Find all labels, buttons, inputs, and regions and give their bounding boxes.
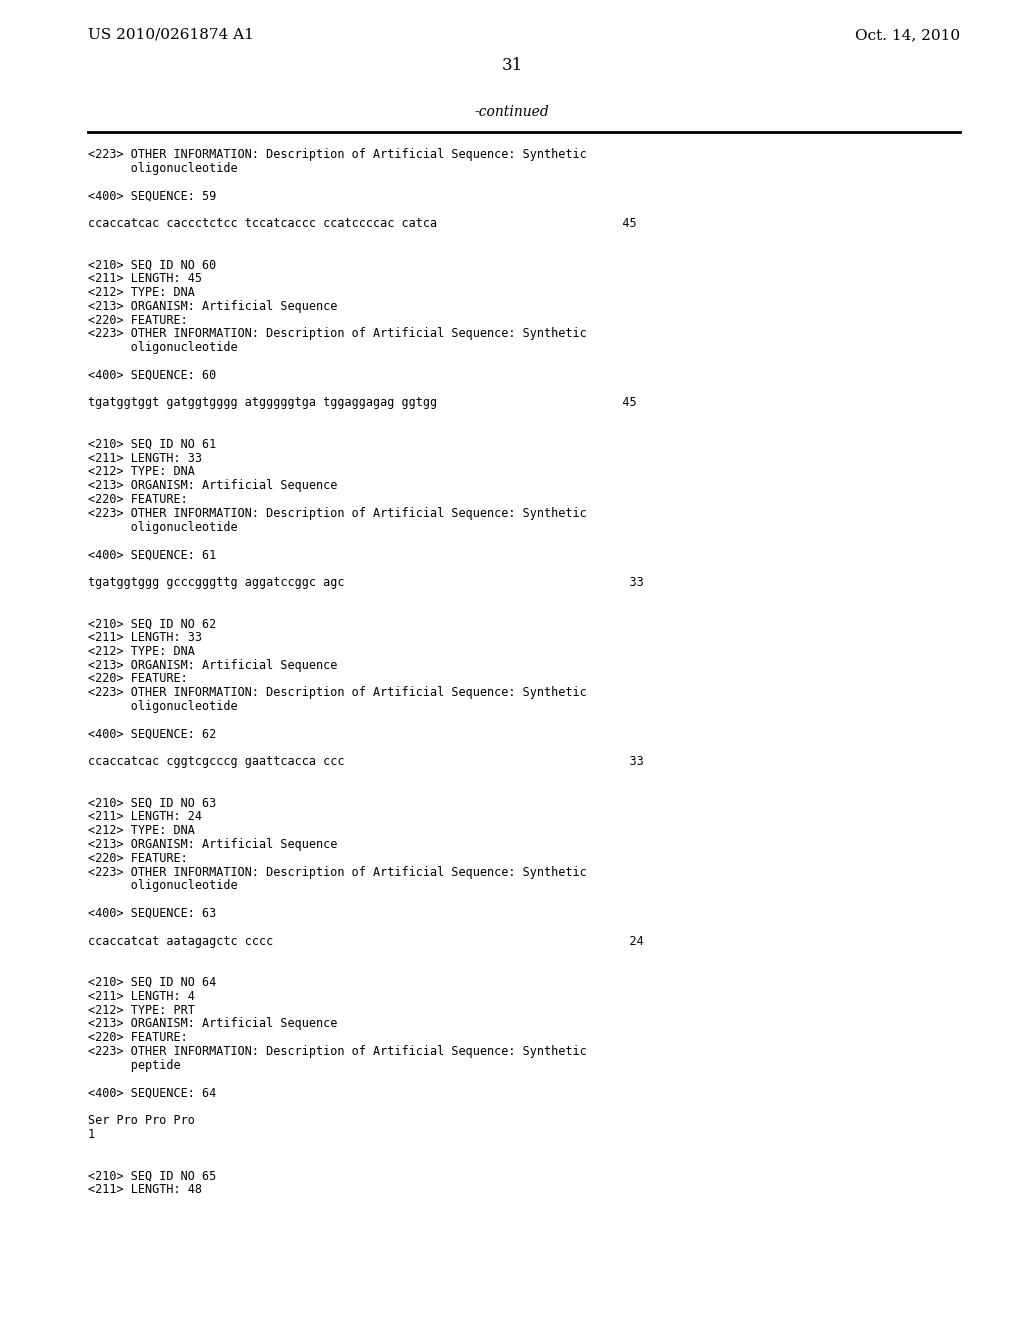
Text: <220> FEATURE:: <220> FEATURE: bbox=[88, 314, 187, 326]
Text: <210> SEQ ID NO 64: <210> SEQ ID NO 64 bbox=[88, 975, 216, 989]
Text: <223> OTHER INFORMATION: Description of Artificial Sequence: Synthetic: <223> OTHER INFORMATION: Description of … bbox=[88, 686, 587, 700]
Text: <220> FEATURE:: <220> FEATURE: bbox=[88, 851, 187, 865]
Text: <400> SEQUENCE: 60: <400> SEQUENCE: 60 bbox=[88, 368, 216, 381]
Text: <400> SEQUENCE: 59: <400> SEQUENCE: 59 bbox=[88, 189, 216, 202]
Text: peptide: peptide bbox=[88, 1059, 180, 1072]
Text: <212> TYPE: DNA: <212> TYPE: DNA bbox=[88, 466, 195, 478]
Text: <211> LENGTH: 48: <211> LENGTH: 48 bbox=[88, 1183, 202, 1196]
Text: <223> OTHER INFORMATION: Description of Artificial Sequence: Synthetic: <223> OTHER INFORMATION: Description of … bbox=[88, 866, 587, 879]
Text: oligonucleotide: oligonucleotide bbox=[88, 341, 238, 354]
Text: US 2010/0261874 A1: US 2010/0261874 A1 bbox=[88, 28, 254, 42]
Text: <212> TYPE: PRT: <212> TYPE: PRT bbox=[88, 1003, 195, 1016]
Text: <213> ORGANISM: Artificial Sequence: <213> ORGANISM: Artificial Sequence bbox=[88, 479, 337, 492]
Text: <212> TYPE: DNA: <212> TYPE: DNA bbox=[88, 824, 195, 837]
Text: <213> ORGANISM: Artificial Sequence: <213> ORGANISM: Artificial Sequence bbox=[88, 300, 337, 313]
Text: Oct. 14, 2010: Oct. 14, 2010 bbox=[855, 28, 961, 42]
Text: <220> FEATURE:: <220> FEATURE: bbox=[88, 1031, 187, 1044]
Text: <400> SEQUENCE: 63: <400> SEQUENCE: 63 bbox=[88, 907, 216, 920]
Text: <210> SEQ ID NO 62: <210> SEQ ID NO 62 bbox=[88, 618, 216, 630]
Text: <211> LENGTH: 33: <211> LENGTH: 33 bbox=[88, 451, 202, 465]
Text: <223> OTHER INFORMATION: Description of Artificial Sequence: Synthetic: <223> OTHER INFORMATION: Description of … bbox=[88, 507, 587, 520]
Text: <210> SEQ ID NO 61: <210> SEQ ID NO 61 bbox=[88, 438, 216, 451]
Text: oligonucleotide: oligonucleotide bbox=[88, 520, 238, 533]
Text: 31: 31 bbox=[502, 57, 522, 74]
Text: <212> TYPE: DNA: <212> TYPE: DNA bbox=[88, 286, 195, 300]
Text: <211> LENGTH: 45: <211> LENGTH: 45 bbox=[88, 272, 202, 285]
Text: <210> SEQ ID NO 60: <210> SEQ ID NO 60 bbox=[88, 259, 216, 272]
Text: <213> ORGANISM: Artificial Sequence: <213> ORGANISM: Artificial Sequence bbox=[88, 838, 337, 851]
Text: <220> FEATURE:: <220> FEATURE: bbox=[88, 672, 187, 685]
Text: ccaccatcac caccctctcc tccatcaccc ccatccccac catca                          45: ccaccatcac caccctctcc tccatcaccc ccatccc… bbox=[88, 216, 637, 230]
Text: <210> SEQ ID NO 63: <210> SEQ ID NO 63 bbox=[88, 796, 216, 809]
Text: tgatggtggg gcccgggttg aggatccggc agc                                        33: tgatggtggg gcccgggttg aggatccggc agc 33 bbox=[88, 576, 644, 589]
Text: <220> FEATURE:: <220> FEATURE: bbox=[88, 492, 187, 506]
Text: <223> OTHER INFORMATION: Description of Artificial Sequence: Synthetic: <223> OTHER INFORMATION: Description of … bbox=[88, 327, 587, 341]
Text: oligonucleotide: oligonucleotide bbox=[88, 162, 238, 174]
Text: <210> SEQ ID NO 65: <210> SEQ ID NO 65 bbox=[88, 1170, 216, 1183]
Text: <223> OTHER INFORMATION: Description of Artificial Sequence: Synthetic: <223> OTHER INFORMATION: Description of … bbox=[88, 1045, 587, 1059]
Text: ccaccatcat aatagagctc cccc                                                  24: ccaccatcat aatagagctc cccc 24 bbox=[88, 935, 644, 948]
Text: <213> ORGANISM: Artificial Sequence: <213> ORGANISM: Artificial Sequence bbox=[88, 659, 337, 672]
Text: <211> LENGTH: 24: <211> LENGTH: 24 bbox=[88, 810, 202, 824]
Text: <212> TYPE: DNA: <212> TYPE: DNA bbox=[88, 644, 195, 657]
Text: <211> LENGTH: 33: <211> LENGTH: 33 bbox=[88, 631, 202, 644]
Text: <400> SEQUENCE: 64: <400> SEQUENCE: 64 bbox=[88, 1086, 216, 1100]
Text: tgatggtggt gatggtgggg atgggggtga tggaggagag ggtgg                          45: tgatggtggt gatggtgggg atgggggtga tggagga… bbox=[88, 396, 637, 409]
Text: <400> SEQUENCE: 62: <400> SEQUENCE: 62 bbox=[88, 727, 216, 741]
Text: 1: 1 bbox=[88, 1127, 95, 1140]
Text: <211> LENGTH: 4: <211> LENGTH: 4 bbox=[88, 990, 195, 1003]
Text: oligonucleotide: oligonucleotide bbox=[88, 700, 238, 713]
Text: oligonucleotide: oligonucleotide bbox=[88, 879, 238, 892]
Text: ccaccatcac cggtcgcccg gaattcacca ccc                                        33: ccaccatcac cggtcgcccg gaattcacca ccc 33 bbox=[88, 755, 644, 768]
Text: <223> OTHER INFORMATION: Description of Artificial Sequence: Synthetic: <223> OTHER INFORMATION: Description of … bbox=[88, 148, 587, 161]
Text: Ser Pro Pro Pro: Ser Pro Pro Pro bbox=[88, 1114, 195, 1127]
Text: <213> ORGANISM: Artificial Sequence: <213> ORGANISM: Artificial Sequence bbox=[88, 1018, 337, 1031]
Text: <400> SEQUENCE: 61: <400> SEQUENCE: 61 bbox=[88, 548, 216, 561]
Text: -continued: -continued bbox=[475, 106, 549, 119]
